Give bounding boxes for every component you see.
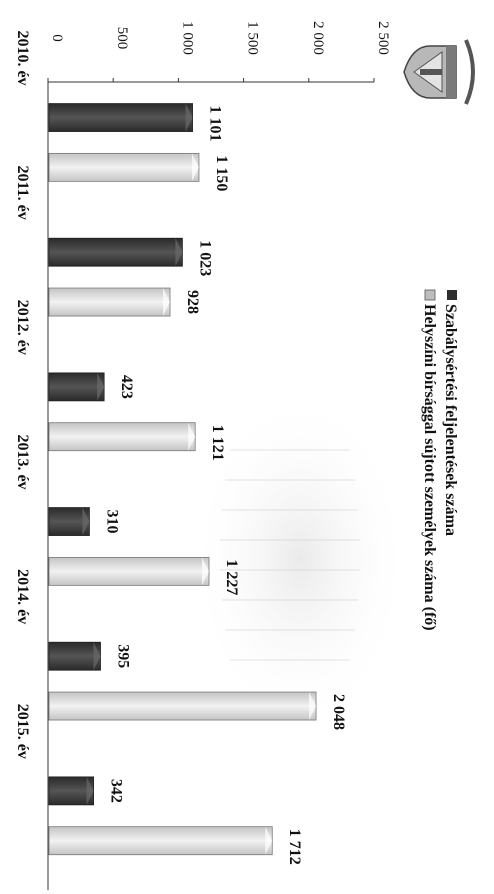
bar-series-2	[48, 691, 317, 721]
value-tick-label: 1 000	[179, 21, 195, 55]
category-label: 2010. év	[14, 30, 31, 85]
bar-end-cap	[93, 642, 101, 671]
bar-end-cap	[175, 238, 183, 267]
bar-series-1	[48, 372, 105, 402]
bar-end-cap	[82, 507, 90, 536]
coat-of-arms-icon	[403, 39, 475, 105]
bar-series-2	[48, 826, 273, 856]
bar-end-cap	[309, 692, 317, 721]
value-tick-label: 500	[114, 27, 130, 50]
legend-label-series-2: Helyszíni bírsággal sújtott személyek sz…	[421, 304, 438, 631]
category-label: 2011. év	[14, 166, 31, 220]
bar-end-cap	[188, 422, 196, 451]
value-label-series-1: 342	[108, 779, 125, 803]
value-tick-label: 1 500	[245, 21, 261, 55]
bar-series-1	[48, 103, 193, 132]
value-tick-label: 0	[49, 34, 65, 42]
bar-series-2	[48, 287, 171, 317]
bar-end-cap	[202, 557, 210, 586]
value-label-series-1: 1 101	[207, 106, 224, 142]
value-label-series-2: 1 121	[209, 425, 226, 461]
bar-series-1	[48, 776, 94, 806]
value-label-series-1: 310	[103, 510, 120, 534]
legend-swatch-series-2	[424, 289, 436, 301]
axis-layer: 0 500 1 000 1 500 2 000 2 500	[47, 21, 391, 890]
value-label-series-2: 928	[184, 290, 201, 314]
value-label-series-2: 1 712	[286, 829, 303, 865]
value-tick-label: 2 500	[375, 21, 391, 55]
bars-layer	[48, 103, 317, 856]
bar-series-2	[48, 556, 210, 586]
bar-series-2	[48, 422, 196, 452]
legend-swatch-series-1	[447, 290, 457, 300]
background-watermark	[190, 390, 410, 730]
value-label-series-1: 395	[115, 644, 132, 668]
value-label-series-1: 1 023	[196, 240, 213, 276]
legend-label-series-1: Szabálysértési feljelentések száma	[442, 304, 459, 536]
bar-end-cap	[163, 288, 171, 317]
value-tick-label: 2 000	[310, 21, 326, 55]
bar-end-cap	[191, 153, 199, 182]
category-label: 2014. év	[14, 569, 31, 624]
legend: Szabálysértési feljelentések száma Helys…	[421, 289, 459, 631]
bar-series-2	[48, 152, 200, 182]
bar-end-cap	[185, 103, 193, 132]
value-label-series-1: 423	[118, 375, 135, 399]
bar-end-cap	[265, 826, 273, 855]
bar-end-cap	[86, 776, 94, 805]
value-label-series-2: 2 048	[330, 694, 347, 730]
category-label: 2015. év	[14, 704, 31, 759]
value-label-series-2: 1 227	[223, 559, 240, 595]
value-label-series-2: 1 150	[213, 155, 230, 191]
bar-series-1	[48, 237, 183, 267]
category-label: 2012. év	[14, 300, 31, 355]
bar-series-1	[48, 641, 101, 671]
labels-layer: 2010. év 1 101 1 150 2011. év 1 023 928 2012. …	[14, 30, 347, 864]
category-label: 2013. év	[14, 434, 31, 489]
bar-end-cap	[97, 372, 105, 401]
